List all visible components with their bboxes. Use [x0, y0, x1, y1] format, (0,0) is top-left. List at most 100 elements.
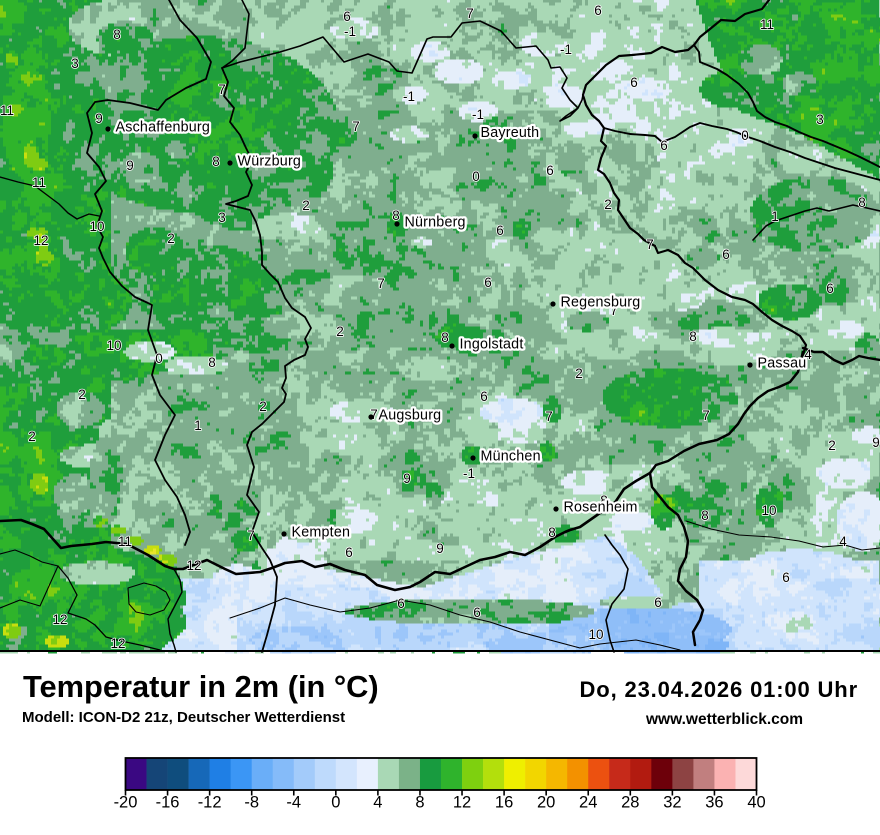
svg-text:2: 2: [828, 438, 836, 453]
svg-text:3: 3: [218, 210, 226, 225]
svg-text:7: 7: [377, 276, 385, 291]
svg-text:2: 2: [78, 387, 86, 402]
svg-text:6: 6: [826, 281, 834, 296]
svg-text:3: 3: [270, 150, 278, 165]
svg-text:-1: -1: [472, 107, 484, 122]
svg-text:München: München: [481, 449, 541, 465]
svg-text:Augsburg: Augsburg: [379, 408, 442, 424]
svg-text:6: 6: [546, 163, 554, 178]
svg-text:-1: -1: [403, 89, 415, 104]
svg-text:7: 7: [545, 409, 553, 424]
svg-text:8: 8: [858, 195, 866, 210]
svg-text:4: 4: [839, 534, 847, 549]
svg-text:36: 36: [705, 794, 723, 812]
svg-text:7: 7: [466, 6, 474, 21]
svg-text:Bayreuth: Bayreuth: [481, 125, 540, 141]
svg-text:12: 12: [33, 233, 48, 248]
svg-text:9: 9: [872, 435, 880, 450]
svg-text:8: 8: [212, 154, 220, 169]
svg-text:7: 7: [610, 303, 618, 318]
svg-text:4: 4: [804, 347, 812, 362]
svg-text:40: 40: [747, 794, 765, 812]
svg-text:8: 8: [208, 355, 216, 370]
svg-text:6: 6: [630, 75, 638, 90]
svg-text:8: 8: [113, 27, 121, 42]
svg-text:10: 10: [761, 503, 776, 518]
svg-text:Regensburg: Regensburg: [561, 295, 641, 311]
svg-text:0: 0: [472, 169, 480, 184]
svg-text:6: 6: [480, 389, 488, 404]
svg-text:9: 9: [95, 111, 103, 126]
svg-text:8: 8: [701, 508, 709, 523]
svg-text:11: 11: [32, 175, 46, 190]
svg-text:32: 32: [663, 794, 681, 812]
svg-text:24: 24: [579, 794, 597, 812]
svg-text:4: 4: [373, 794, 382, 812]
svg-text:7: 7: [352, 119, 360, 134]
svg-text:11: 11: [0, 103, 14, 118]
svg-text:2: 2: [575, 366, 583, 381]
svg-text:2: 2: [302, 198, 310, 213]
svg-text:6: 6: [722, 247, 730, 262]
svg-text:6: 6: [594, 3, 602, 18]
svg-text:0: 0: [331, 794, 340, 812]
svg-text:6: 6: [660, 138, 668, 153]
svg-text:11: 11: [118, 534, 132, 549]
svg-text:10: 10: [106, 338, 121, 353]
svg-text:8: 8: [689, 329, 697, 344]
svg-text:0: 0: [741, 128, 749, 143]
svg-text:1: 1: [771, 209, 779, 224]
svg-text:-16: -16: [156, 794, 180, 812]
svg-text:7: 7: [218, 82, 226, 97]
svg-text:2: 2: [259, 399, 267, 414]
svg-text:7: 7: [370, 407, 378, 422]
svg-text:8: 8: [600, 493, 608, 508]
svg-text:3: 3: [71, 56, 79, 71]
svg-text:-8: -8: [244, 794, 259, 812]
svg-text:9: 9: [403, 471, 411, 486]
svg-text:Ingolstadt: Ingolstadt: [460, 337, 524, 353]
svg-text:6: 6: [496, 223, 504, 238]
svg-text:7: 7: [702, 408, 710, 423]
svg-text:-1: -1: [560, 42, 572, 57]
svg-text:-20: -20: [114, 794, 138, 812]
svg-text:9: 9: [126, 158, 134, 173]
svg-text:7: 7: [247, 528, 255, 543]
svg-text:9: 9: [436, 541, 444, 556]
svg-text:28: 28: [621, 794, 639, 812]
svg-text:6: 6: [654, 595, 662, 610]
svg-text:Nürnberg: Nürnberg: [405, 215, 466, 231]
svg-text:Rosenheim: Rosenheim: [564, 500, 638, 516]
svg-text:2: 2: [28, 429, 36, 444]
svg-text:6: 6: [782, 570, 790, 585]
svg-text:8: 8: [548, 525, 556, 540]
svg-text:-1: -1: [463, 466, 475, 481]
svg-text:2: 2: [336, 324, 344, 339]
svg-text:3: 3: [816, 112, 824, 127]
svg-text:Aschaffenburg: Aschaffenburg: [116, 120, 211, 136]
svg-text:8: 8: [441, 330, 449, 345]
svg-text:10: 10: [588, 627, 603, 642]
svg-text:20: 20: [537, 794, 555, 812]
svg-text:16: 16: [495, 794, 513, 812]
svg-text:7: 7: [646, 237, 654, 252]
svg-text:12: 12: [52, 612, 67, 627]
svg-text:6: 6: [473, 605, 481, 620]
svg-text:12: 12: [186, 558, 201, 573]
svg-text:6: 6: [345, 545, 353, 560]
svg-text:-1: -1: [344, 24, 356, 39]
svg-text:12: 12: [453, 794, 471, 812]
svg-text:-12: -12: [198, 794, 222, 812]
svg-text:6: 6: [484, 275, 492, 290]
svg-text:8: 8: [392, 208, 400, 223]
svg-text:2: 2: [604, 197, 612, 212]
svg-text:6: 6: [397, 596, 405, 611]
svg-text:10: 10: [89, 219, 104, 234]
svg-text:11: 11: [760, 17, 774, 32]
svg-text:0: 0: [155, 351, 163, 366]
svg-text:Würzburg: Würzburg: [238, 154, 302, 170]
svg-text:-4: -4: [286, 794, 301, 812]
svg-text:12: 12: [110, 636, 125, 651]
svg-text:Passau: Passau: [758, 356, 807, 372]
svg-text:6: 6: [343, 9, 351, 24]
